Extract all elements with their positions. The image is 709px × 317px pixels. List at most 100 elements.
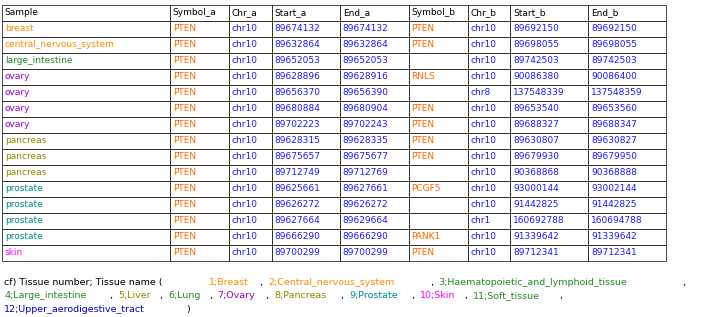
Bar bbox=[2, 101, 170, 117]
Text: 89712341: 89712341 bbox=[513, 248, 559, 257]
Bar bbox=[588, 229, 666, 245]
Bar bbox=[272, 213, 340, 229]
Bar bbox=[170, 21, 229, 37]
Bar bbox=[272, 37, 340, 53]
Text: 89692150: 89692150 bbox=[591, 24, 637, 33]
Text: 91339642: 91339642 bbox=[513, 232, 559, 241]
Text: chr10: chr10 bbox=[232, 120, 257, 129]
Text: 89625661: 89625661 bbox=[274, 184, 320, 193]
Text: PTEN: PTEN bbox=[173, 40, 196, 49]
Text: ovary: ovary bbox=[5, 72, 30, 81]
Bar bbox=[2, 165, 170, 181]
Text: prostate: prostate bbox=[5, 184, 43, 193]
Text: 89742503: 89742503 bbox=[513, 56, 559, 65]
Text: large_intestine: large_intestine bbox=[5, 56, 72, 65]
Bar bbox=[229, 37, 272, 53]
Text: chr10: chr10 bbox=[232, 200, 257, 209]
Text: Start_b: Start_b bbox=[513, 8, 545, 17]
Text: 89712769: 89712769 bbox=[343, 168, 389, 177]
Text: chr10: chr10 bbox=[232, 232, 257, 241]
Text: 2;Central_nervous_system: 2;Central_nervous_system bbox=[268, 278, 394, 287]
Text: PCGF5: PCGF5 bbox=[412, 184, 441, 193]
Text: 89702223: 89702223 bbox=[274, 120, 320, 129]
Bar bbox=[340, 117, 409, 133]
Text: ,: , bbox=[342, 291, 347, 300]
Bar bbox=[409, 181, 468, 197]
Bar bbox=[2, 213, 170, 229]
Text: 89666290: 89666290 bbox=[274, 232, 320, 241]
Text: cf) Tissue number; Tissue name (: cf) Tissue number; Tissue name ( bbox=[4, 278, 162, 287]
Text: PTEN: PTEN bbox=[173, 104, 196, 113]
Bar bbox=[2, 197, 170, 213]
Bar bbox=[340, 101, 409, 117]
Bar bbox=[272, 197, 340, 213]
Text: 89680904: 89680904 bbox=[343, 104, 389, 113]
Text: ovary: ovary bbox=[5, 88, 30, 97]
Text: PTEN: PTEN bbox=[173, 24, 196, 33]
Bar bbox=[468, 101, 510, 117]
Text: chr10: chr10 bbox=[232, 72, 257, 81]
Bar bbox=[588, 181, 666, 197]
Text: 137548339: 137548339 bbox=[513, 88, 564, 97]
Bar bbox=[510, 245, 588, 261]
Text: chr10: chr10 bbox=[471, 40, 496, 49]
Text: 89698055: 89698055 bbox=[513, 40, 559, 49]
Bar bbox=[340, 5, 409, 21]
Text: 90086400: 90086400 bbox=[591, 72, 637, 81]
Text: chr1: chr1 bbox=[471, 216, 491, 225]
Bar bbox=[2, 37, 170, 53]
Text: 91339642: 91339642 bbox=[591, 232, 637, 241]
Text: 3;Haematopoietic_and_lymphoid_tissue: 3;Haematopoietic_and_lymphoid_tissue bbox=[438, 278, 627, 287]
Bar bbox=[229, 181, 272, 197]
Bar bbox=[229, 149, 272, 165]
Text: PTEN: PTEN bbox=[173, 200, 196, 209]
Bar bbox=[229, 213, 272, 229]
Text: 89629664: 89629664 bbox=[343, 216, 389, 225]
Bar bbox=[229, 117, 272, 133]
Bar bbox=[170, 149, 229, 165]
Text: chr10: chr10 bbox=[471, 24, 496, 33]
Text: 89630807: 89630807 bbox=[513, 136, 559, 145]
Text: 89628916: 89628916 bbox=[343, 72, 389, 81]
Bar bbox=[468, 133, 510, 149]
Bar bbox=[170, 133, 229, 149]
Text: 89652053: 89652053 bbox=[343, 56, 389, 65]
Bar bbox=[229, 197, 272, 213]
Text: 7;Ovary: 7;Ovary bbox=[218, 291, 255, 300]
Bar bbox=[409, 37, 468, 53]
Bar bbox=[272, 149, 340, 165]
Text: 89628315: 89628315 bbox=[274, 136, 320, 145]
Bar bbox=[340, 213, 409, 229]
Text: chr10: chr10 bbox=[232, 152, 257, 161]
Text: 89692150: 89692150 bbox=[513, 24, 559, 33]
Bar bbox=[510, 101, 588, 117]
Text: ): ) bbox=[186, 305, 189, 314]
Bar bbox=[588, 5, 666, 21]
Bar bbox=[588, 37, 666, 53]
Text: 89680884: 89680884 bbox=[274, 104, 320, 113]
Text: central_nervous_system: central_nervous_system bbox=[5, 40, 114, 49]
Text: 89688327: 89688327 bbox=[513, 120, 559, 129]
Bar bbox=[272, 133, 340, 149]
Bar bbox=[170, 5, 229, 21]
Bar bbox=[468, 197, 510, 213]
Bar bbox=[588, 245, 666, 261]
Text: chr10: chr10 bbox=[232, 104, 257, 113]
Bar bbox=[170, 117, 229, 133]
Text: chr10: chr10 bbox=[232, 40, 257, 49]
Text: PTEN: PTEN bbox=[412, 104, 435, 113]
Bar bbox=[510, 53, 588, 69]
Text: 9;Prostate: 9;Prostate bbox=[349, 291, 398, 300]
Bar bbox=[510, 5, 588, 21]
Text: chr10: chr10 bbox=[471, 184, 496, 193]
Text: pancreas: pancreas bbox=[5, 168, 46, 177]
Bar bbox=[2, 69, 170, 85]
Bar bbox=[340, 181, 409, 197]
Bar bbox=[272, 229, 340, 245]
Text: 90368868: 90368868 bbox=[513, 168, 559, 177]
Bar bbox=[409, 229, 468, 245]
Bar bbox=[272, 117, 340, 133]
Bar bbox=[2, 245, 170, 261]
Text: PTEN: PTEN bbox=[173, 120, 196, 129]
Text: ,: , bbox=[431, 278, 437, 287]
